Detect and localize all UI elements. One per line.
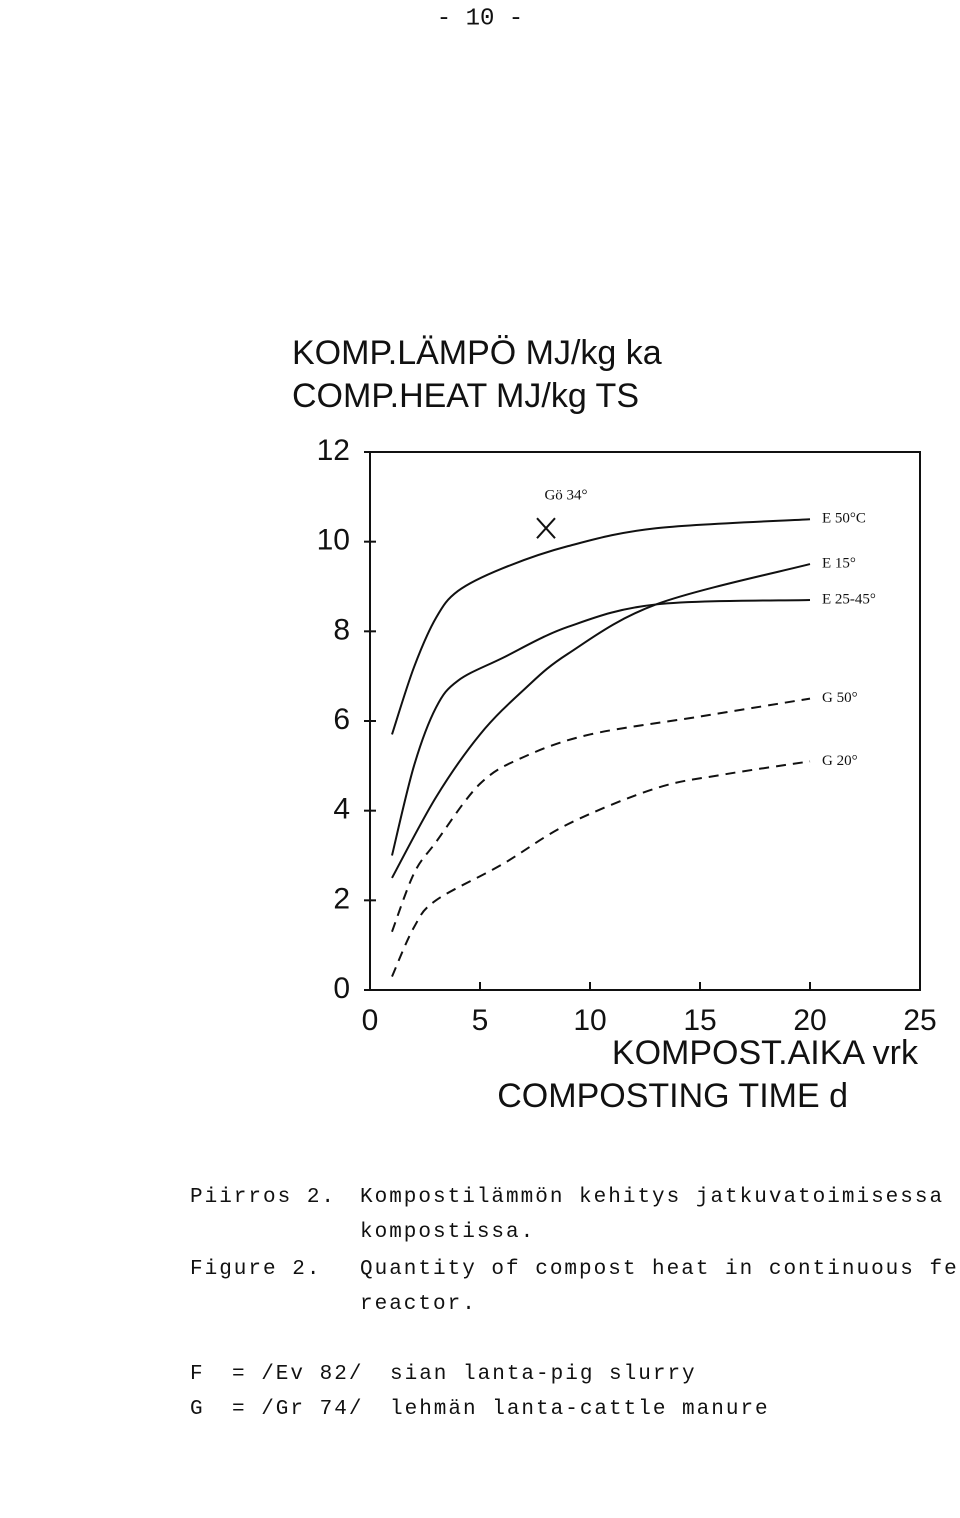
series-line: [391, 563, 811, 879]
series-label: E 15°: [822, 556, 856, 572]
x-tick-label: 25: [903, 1004, 936, 1037]
y-tick-label: 0: [333, 972, 350, 1005]
note-key: G: [190, 1398, 205, 1421]
y-tick-label: 2: [333, 882, 350, 915]
x-tick-label: 0: [362, 1004, 379, 1037]
series-label: Gö 34°: [544, 488, 587, 504]
y-tick-label: 12: [317, 434, 350, 467]
y-axis-title: COMP.HEAT MJ/kg TS: [292, 377, 639, 415]
x-axis-title: COMPOSTING TIME d: [497, 1077, 848, 1115]
caption-text: Quantity of compost heat in continuous f…: [360, 1258, 960, 1281]
caption-label: Piirros 2.: [190, 1186, 337, 1209]
y-axis-title: KOMP.LÄMPÖ MJ/kg ka: [292, 334, 662, 372]
series-label: E 50°C: [822, 511, 866, 527]
note-text: lehmän lanta-cattle manure: [390, 1398, 770, 1421]
y-tick-label: 8: [333, 613, 350, 646]
caption-label: Figure 2.: [190, 1258, 322, 1281]
note-ref: = /Gr 74/: [232, 1398, 364, 1421]
series-label: G 50°: [822, 690, 858, 706]
y-tick-label: 6: [333, 703, 350, 736]
note-key: F: [190, 1363, 205, 1386]
series-line: [391, 697, 811, 933]
marker-stroke: [536, 517, 556, 539]
caption-text: kompostissa.: [360, 1221, 536, 1244]
x-axis-title: KOMPOST.AIKA vrk: [612, 1034, 919, 1072]
series-line: [391, 598, 811, 856]
note-ref: = /Ev 82/: [232, 1363, 364, 1386]
y-tick-label: 4: [333, 793, 350, 826]
series-line: [391, 760, 811, 977]
note-text: sian lanta-pig slurry: [390, 1363, 697, 1386]
point-marker: [536, 517, 556, 539]
page-number: - 10 -: [437, 5, 523, 32]
series-label: E 25-45°: [822, 591, 876, 607]
series-label: G 20°: [822, 753, 858, 769]
x-tick-label: 5: [472, 1004, 489, 1037]
caption-text: Kompostilämmön kehitys jatkuvatoimisessa: [360, 1186, 945, 1209]
caption-text: reactor.: [360, 1293, 477, 1316]
x-tick-label: 10: [573, 1004, 606, 1037]
x-tick-label: 15: [683, 1004, 716, 1037]
x-tick-label: 20: [793, 1004, 826, 1037]
series-line: [391, 518, 811, 735]
plot-frame: [369, 451, 921, 991]
y-tick-label: 10: [317, 524, 350, 557]
